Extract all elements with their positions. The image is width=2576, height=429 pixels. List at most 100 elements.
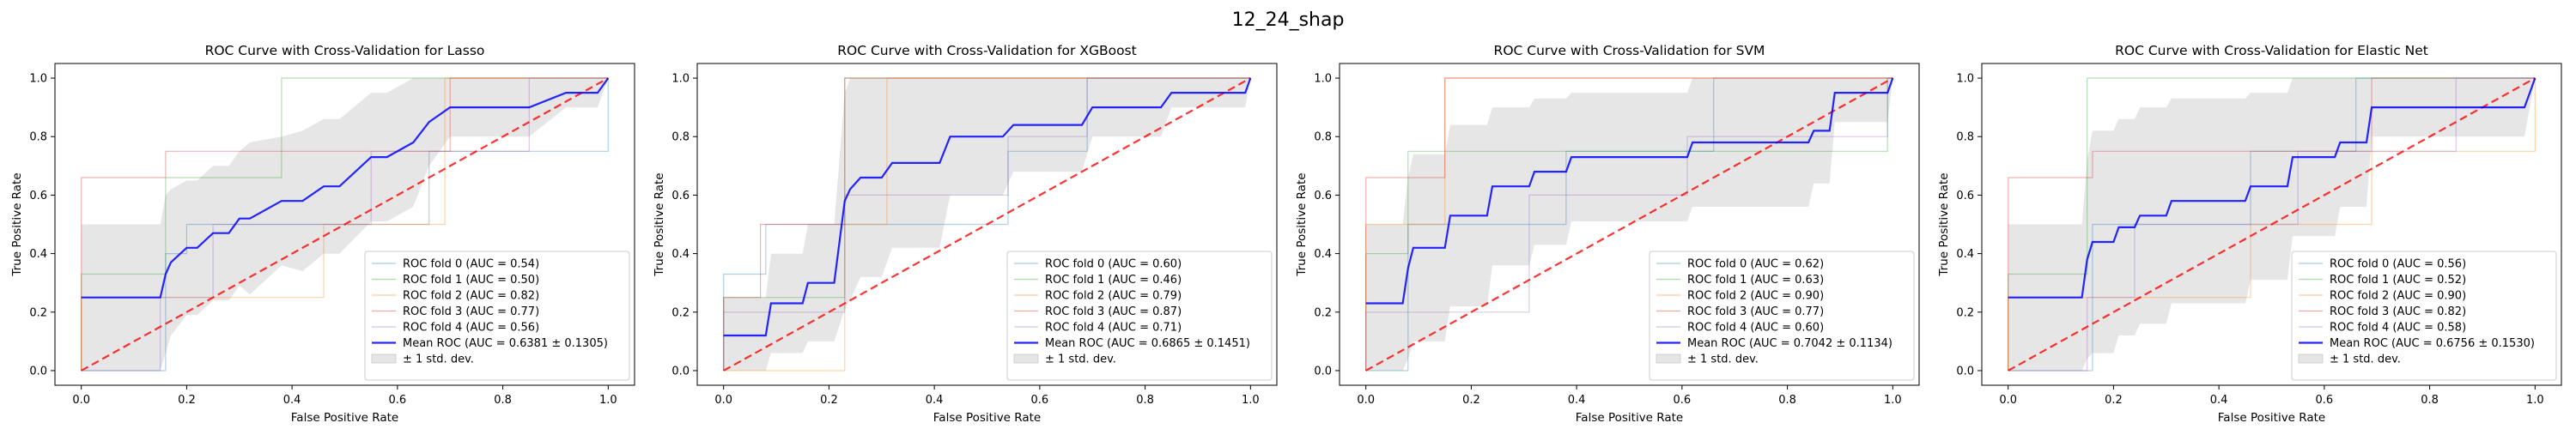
mean-roc-curve [2008, 77, 2537, 299]
x-axis-label: False Positive Rate [291, 411, 398, 425]
y-tick-label: 0.8 [671, 131, 690, 144]
chance-line [1365, 77, 1893, 372]
legend-swatch-band [371, 353, 397, 364]
legend-label: ± 1 std. dev. [1687, 353, 1759, 366]
plot-frame [1339, 63, 1920, 386]
x-tick-label: 0.8 [2421, 394, 2439, 407]
legend-label: ROC fold 3 (AUC = 0.77) [403, 305, 539, 318]
fold-curve-3 [2008, 77, 2536, 371]
fold-curve-3 [1365, 77, 1893, 371]
legend-label: ROC fold 3 (AUC = 0.77) [1687, 305, 1824, 318]
fold-curve-4 [2008, 77, 2536, 372]
legend-label: Mean ROC (AUC = 0.6865 ± 0.1451) [1045, 337, 1250, 350]
chart-title: ROC Curve with Cross-Validation for Lass… [205, 43, 485, 58]
x-tick-label: 1.0 [2526, 394, 2544, 407]
y-tick-label: 0.0 [29, 365, 47, 378]
legend: ROC fold 0 (AUC = 0.60) ROC fold 1 (AUC =… [1006, 251, 1273, 381]
y-tick-label: 0.4 [1314, 248, 1332, 261]
x-tick-label: 0.2 [2105, 394, 2123, 407]
legend-label: ROC fold 1 (AUC = 0.46) [1045, 274, 1182, 287]
legend-box [1649, 251, 1915, 381]
fold-curve-1 [723, 77, 1251, 371]
fold-curve-0 [81, 78, 609, 372]
y-axis-label: True Positive Rate [1937, 172, 1951, 276]
legend-label: Mean ROC (AUC = 0.6756 ± 0.1530) [2330, 337, 2535, 350]
y-axis-label: True Positive Rate [1295, 172, 1309, 276]
plot-frame [696, 63, 1278, 386]
legend-label: ROC fold 2 (AUC = 0.79) [1045, 290, 1182, 303]
legend: ROC fold 0 (AUC = 0.56) ROC fold 1 (AUC =… [2291, 251, 2557, 381]
y-tick-label: 1.0 [671, 73, 690, 86]
y-tick-label: 0.0 [671, 365, 690, 378]
fold-curve-3 [723, 77, 1251, 371]
y-tick-label: 0.8 [1956, 131, 1974, 144]
mean-roc-curve [1365, 77, 1894, 305]
roc-chart-3: 0.0 0.2 0.4 0.6 0.8 1.0 0.0 0.2 0.4 0.6 0.8 1.0 ROC … [1937, 43, 2562, 425]
y-tick-label: 0.4 [1956, 248, 1974, 261]
y-tick-label: 0.4 [671, 248, 690, 261]
x-tick-label: 0.6 [1031, 394, 1049, 407]
fold-curve-0 [723, 77, 1251, 371]
legend-box [2291, 251, 2557, 381]
y-tick-label: 0.0 [1314, 365, 1332, 378]
legend-label: ROC fold 4 (AUC = 0.58) [2330, 322, 2466, 335]
x-tick-label: 1.0 [1242, 394, 1260, 407]
legend-label: ROC fold 4 (AUC = 0.56) [403, 322, 539, 335]
y-tick-label: 0.6 [29, 190, 47, 202]
legend-label: ROC fold 1 (AUC = 0.63) [1687, 274, 1824, 287]
legend-label: ROC fold 1 (AUC = 0.50) [403, 274, 539, 287]
x-tick-label: 0.8 [494, 394, 512, 407]
fold-curve-4 [1365, 77, 1893, 371]
legend-label: ROC fold 1 (AUC = 0.52) [2330, 274, 2466, 287]
x-tick-label: 0.0 [1999, 394, 2017, 407]
legend-label: ROC fold 4 (AUC = 0.71) [1045, 322, 1182, 335]
y-tick-label: 0.6 [671, 190, 690, 202]
x-tick-label: 0.2 [178, 394, 196, 407]
x-tick-label: 0.4 [1568, 394, 1586, 407]
mean-roc-curve [81, 77, 610, 299]
plot-frame [54, 63, 635, 386]
plot-frame [1981, 63, 2562, 386]
y-tick-label: 1.0 [1956, 73, 1974, 86]
x-tick-label: 0.2 [1462, 394, 1480, 407]
x-tick-label: 0.6 [389, 394, 407, 407]
x-tick-label: 0.4 [283, 394, 301, 407]
fold-curve-4 [723, 77, 1251, 371]
chart-panels: 0.0 0.2 0.4 0.6 0.8 1.0 0.0 0.2 0.4 0.6 0.8 1.0 ROC … [10, 43, 2562, 425]
y-tick-label: 0.2 [1314, 306, 1332, 319]
legend-label: ROC fold 2 (AUC = 0.82) [403, 290, 539, 303]
y-tick-label: 0.2 [29, 306, 47, 319]
legend-label: ROC fold 0 (AUC = 0.56) [2330, 258, 2466, 271]
x-tick-label: 0.8 [1778, 394, 1796, 407]
legend: ROC fold 0 (AUC = 0.54) ROC fold 1 (AUC =… [364, 251, 630, 381]
chance-line [2008, 77, 2536, 372]
roc-chart-2: 0.0 0.2 0.4 0.6 0.8 1.0 0.0 0.2 0.4 0.6 0.8 1.0 ROC … [1295, 43, 1920, 425]
y-tick-label: 0.0 [1956, 365, 1974, 378]
y-axis-label: True Positive Rate [653, 172, 666, 276]
legend-label: ROC fold 0 (AUC = 0.62) [1687, 258, 1824, 271]
legend: ROC fold 0 (AUC = 0.62) ROC fold 1 (AUC =… [1649, 251, 1915, 381]
y-tick-label: 0.6 [1956, 190, 1974, 202]
fold-curve-2 [723, 77, 1251, 372]
legend-label: ROC fold 2 (AUC = 0.90) [1687, 290, 1824, 303]
x-tick-label: 1.0 [599, 394, 617, 407]
legend-label: ± 1 std. dev. [403, 353, 474, 366]
x-tick-label: 0.8 [1136, 394, 1154, 407]
chart-title: ROC Curve with Cross-Validation for SVM [1494, 43, 1765, 58]
legend-label: ROC fold 3 (AUC = 0.82) [2330, 305, 2466, 318]
x-tick-label: 0.0 [72, 394, 90, 407]
roc-chart-0: 0.0 0.2 0.4 0.6 0.8 1.0 0.0 0.2 0.4 0.6 0.8 1.0 ROC … [10, 43, 635, 425]
y-tick-label: 0.8 [1314, 131, 1332, 144]
legend-swatch-band [2298, 353, 2324, 364]
chart-title: ROC Curve with Cross-Validation for Elas… [2115, 43, 2428, 58]
std-band [723, 78, 1251, 371]
x-tick-label: 0.0 [714, 394, 732, 407]
y-tick-label: 0.2 [1956, 306, 1974, 319]
legend-label: ROC fold 2 (AUC = 0.90) [2330, 290, 2466, 303]
x-tick-label: 0.4 [2210, 394, 2228, 407]
y-tick-label: 0.2 [671, 306, 690, 319]
x-axis-label: False Positive Rate [1576, 411, 1683, 425]
chart-title: ROC Curve with Cross-Validation for XGBo… [837, 43, 1136, 58]
legend-box [1006, 251, 1273, 381]
